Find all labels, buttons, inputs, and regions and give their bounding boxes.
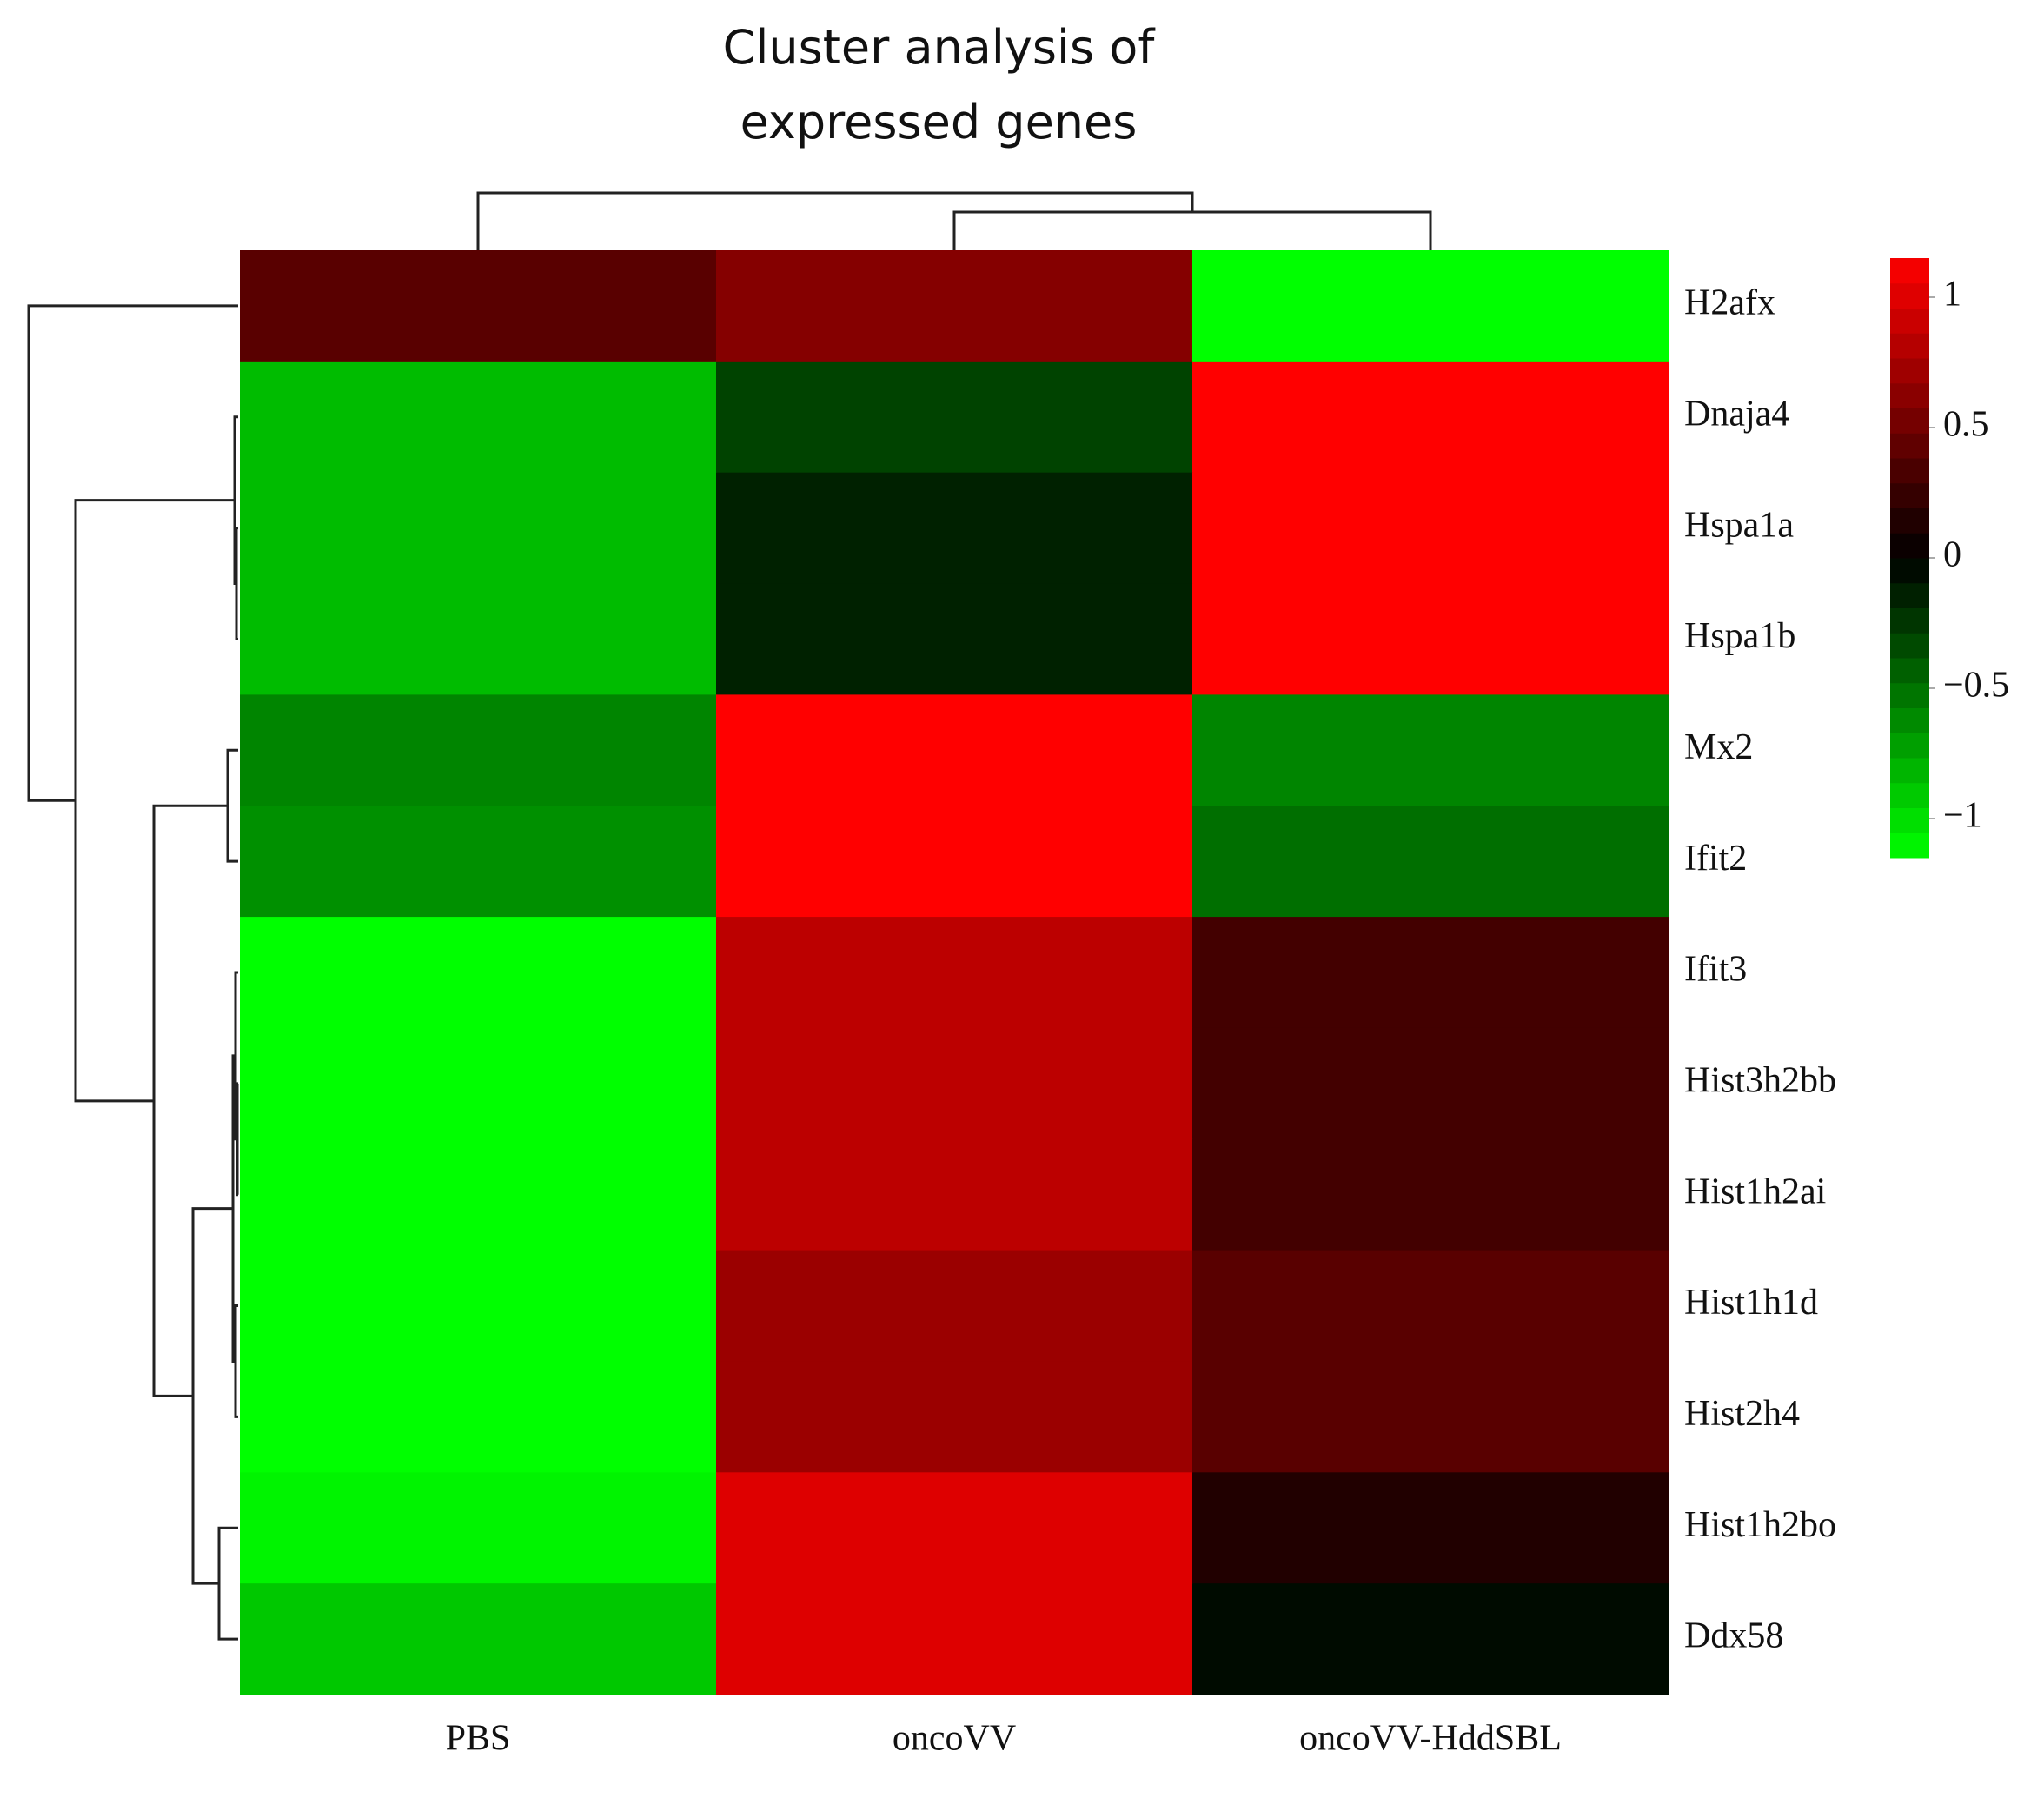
column-label: oncoVV-HddSBL bbox=[1299, 1719, 1562, 1759]
colorbar-step bbox=[1890, 358, 1929, 384]
colorbar-step bbox=[1890, 258, 1929, 284]
colorbar-step bbox=[1890, 308, 1929, 334]
dendrogram-branch bbox=[27, 304, 238, 802]
colorbar-step bbox=[1890, 508, 1929, 534]
colorbar-step bbox=[1890, 382, 1929, 408]
heatmap-cell bbox=[240, 917, 717, 1029]
colorbar-tick-label: −1 bbox=[1943, 796, 1982, 836]
heatmap-cell bbox=[240, 1138, 717, 1251]
heatmap-cell bbox=[716, 472, 1193, 585]
heatmap-cell bbox=[240, 1472, 717, 1584]
heatmap-cell bbox=[1192, 250, 1669, 362]
heatmap-cell bbox=[1192, 361, 1669, 474]
heatmap-cell bbox=[716, 250, 1193, 362]
colorbar-step bbox=[1890, 533, 1929, 559]
heatmap-cell bbox=[1192, 1583, 1669, 1695]
heatmap-cell bbox=[240, 1361, 717, 1473]
colorbar-step bbox=[1890, 682, 1929, 708]
row-label: Hspa1b bbox=[1684, 616, 1795, 656]
heatmap-cell bbox=[716, 361, 1193, 474]
row-label: Ifit2 bbox=[1684, 839, 1747, 879]
heatmap-cell bbox=[716, 1472, 1193, 1584]
colorbar-step bbox=[1890, 782, 1929, 808]
heatmap-cell bbox=[1192, 1027, 1669, 1140]
colorbar-step bbox=[1890, 807, 1929, 833]
row-label: Mx2 bbox=[1684, 727, 1753, 767]
colorbar-step bbox=[1890, 558, 1929, 584]
row-label: Hist1h1d bbox=[1684, 1283, 1818, 1323]
heatmap-cell bbox=[240, 1583, 717, 1695]
heatmap-cell bbox=[1192, 917, 1669, 1029]
heatmap-cell bbox=[240, 694, 717, 806]
heatmap-cell bbox=[716, 583, 1193, 695]
colorbar-tick-label: 1 bbox=[1943, 275, 1961, 315]
heatmap-cell bbox=[1192, 1472, 1669, 1584]
heatmap-cell bbox=[1192, 472, 1669, 585]
colorbar-step bbox=[1890, 707, 1929, 733]
row-label: Hist3h2bb bbox=[1684, 1060, 1836, 1100]
row-label: Hspa1a bbox=[1684, 505, 1794, 545]
heatmap-cell bbox=[240, 806, 717, 918]
dendrogram-branch bbox=[235, 527, 238, 640]
dendrogram-branch bbox=[476, 191, 1194, 250]
heatmap-cell bbox=[1192, 1361, 1669, 1473]
chart-title: Cluster analysis of expressed genes bbox=[722, 20, 1155, 149]
colorbar-step bbox=[1890, 333, 1929, 359]
heatmap-cell bbox=[240, 361, 717, 474]
heatmap-cell bbox=[1192, 1250, 1669, 1362]
heatmap-cell bbox=[716, 1250, 1193, 1362]
dendrogram-branch bbox=[236, 1082, 239, 1197]
row-label: Ddx58 bbox=[1684, 1616, 1783, 1656]
colorbar-step bbox=[1890, 633, 1929, 659]
heatmap-cell bbox=[240, 1027, 717, 1140]
heatmap-cell bbox=[1192, 694, 1669, 806]
row-label: Hist2h4 bbox=[1684, 1394, 1800, 1434]
colorbar-tick-label: 0 bbox=[1943, 535, 1961, 575]
row-label: Hist1h2bo bbox=[1684, 1505, 1836, 1545]
heatmap-cell bbox=[716, 1583, 1193, 1695]
colorbar-step bbox=[1890, 482, 1929, 508]
heatmap-cell bbox=[240, 583, 717, 695]
row-label: Ifit3 bbox=[1684, 950, 1747, 990]
colorbar-step bbox=[1890, 733, 1929, 759]
colorbar-step bbox=[1890, 458, 1929, 484]
colorbar-tick-label: 0.5 bbox=[1943, 405, 1989, 445]
heatmap-cell bbox=[1192, 806, 1669, 918]
row-label: Hist1h2ai bbox=[1684, 1171, 1826, 1211]
heatmap-cell bbox=[1192, 1138, 1669, 1251]
dendrogram-branch bbox=[234, 1304, 238, 1418]
heatmap-cell bbox=[240, 472, 717, 585]
dendrogram-branch bbox=[226, 748, 238, 863]
heatmap-cell bbox=[716, 1027, 1193, 1140]
row-label: H2afx bbox=[1684, 283, 1775, 323]
colorbar-step bbox=[1890, 582, 1929, 608]
colorbar-step bbox=[1890, 433, 1929, 459]
colorbar-tick-label: −0.5 bbox=[1943, 666, 2009, 706]
heatmap-cell bbox=[716, 1361, 1193, 1473]
heatmap-cell bbox=[716, 694, 1193, 806]
heatmap-cell bbox=[716, 1138, 1193, 1251]
heatmap-cell bbox=[716, 806, 1193, 918]
colorbar-step bbox=[1890, 607, 1929, 634]
dendrogram-branch bbox=[952, 210, 1432, 250]
dendrogram-branch bbox=[217, 1526, 238, 1641]
colorbar-step bbox=[1890, 408, 1929, 434]
colorbar-step bbox=[1890, 758, 1929, 784]
heatmap-cell bbox=[1192, 583, 1669, 695]
colorbar-step bbox=[1890, 658, 1929, 684]
heatmap-cell bbox=[716, 917, 1193, 1029]
column-label: PBS bbox=[446, 1719, 511, 1759]
heatmap-cell bbox=[240, 1250, 717, 1362]
row-label: Dnaja4 bbox=[1684, 394, 1789, 434]
colorbar-step bbox=[1890, 282, 1929, 309]
column-label: oncoVV bbox=[893, 1719, 1016, 1759]
heatmap-cell bbox=[240, 250, 717, 362]
dendrogram-branch bbox=[152, 804, 228, 1397]
colorbar-step bbox=[1890, 833, 1929, 859]
